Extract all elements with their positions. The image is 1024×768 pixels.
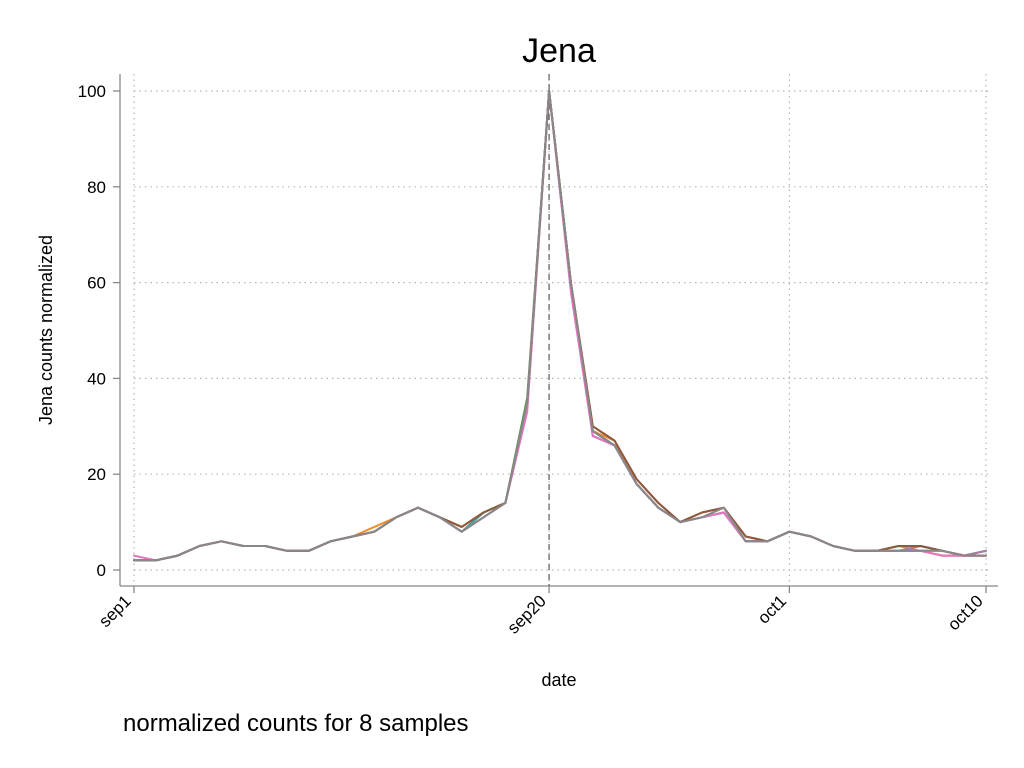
series-line-9: [133, 90, 987, 562]
x-tick-label: sep1: [95, 591, 135, 631]
axes: [113, 74, 998, 593]
y-tick-label: 20: [87, 465, 106, 484]
series-line-2: [133, 90, 987, 562]
chart-note: normalized counts for 8 samples: [123, 710, 469, 737]
y-tick-label: 100: [78, 82, 106, 101]
y-tick-label: 40: [87, 369, 106, 388]
x-tick-label: oct1: [754, 591, 790, 627]
x-tick-label: sep20: [504, 591, 550, 637]
y-tick-labels: 0 20 40 60 80 100: [78, 82, 106, 580]
chart-title: Jena: [522, 32, 596, 70]
y-tick-label: 60: [87, 274, 106, 293]
y-axis-title: Jena counts normalized: [36, 235, 56, 425]
series-line-3: [133, 90, 987, 562]
y-tick-label: 80: [87, 178, 106, 197]
x-tick-labels: sep1 sep20 oct1 oct10: [95, 591, 987, 637]
x-axis-title: date: [541, 670, 576, 690]
series-group: [133, 90, 987, 562]
series-line-7: [133, 90, 987, 562]
y-tick-label: 0: [97, 561, 106, 580]
series-line-1: [133, 90, 987, 562]
x-tick-label: oct10: [944, 591, 987, 634]
series-line-5: [133, 90, 987, 562]
grid: [133, 74, 988, 583]
series-line-8: [133, 90, 987, 562]
series-line-6: [133, 90, 987, 562]
series-line-4: [133, 90, 987, 562]
